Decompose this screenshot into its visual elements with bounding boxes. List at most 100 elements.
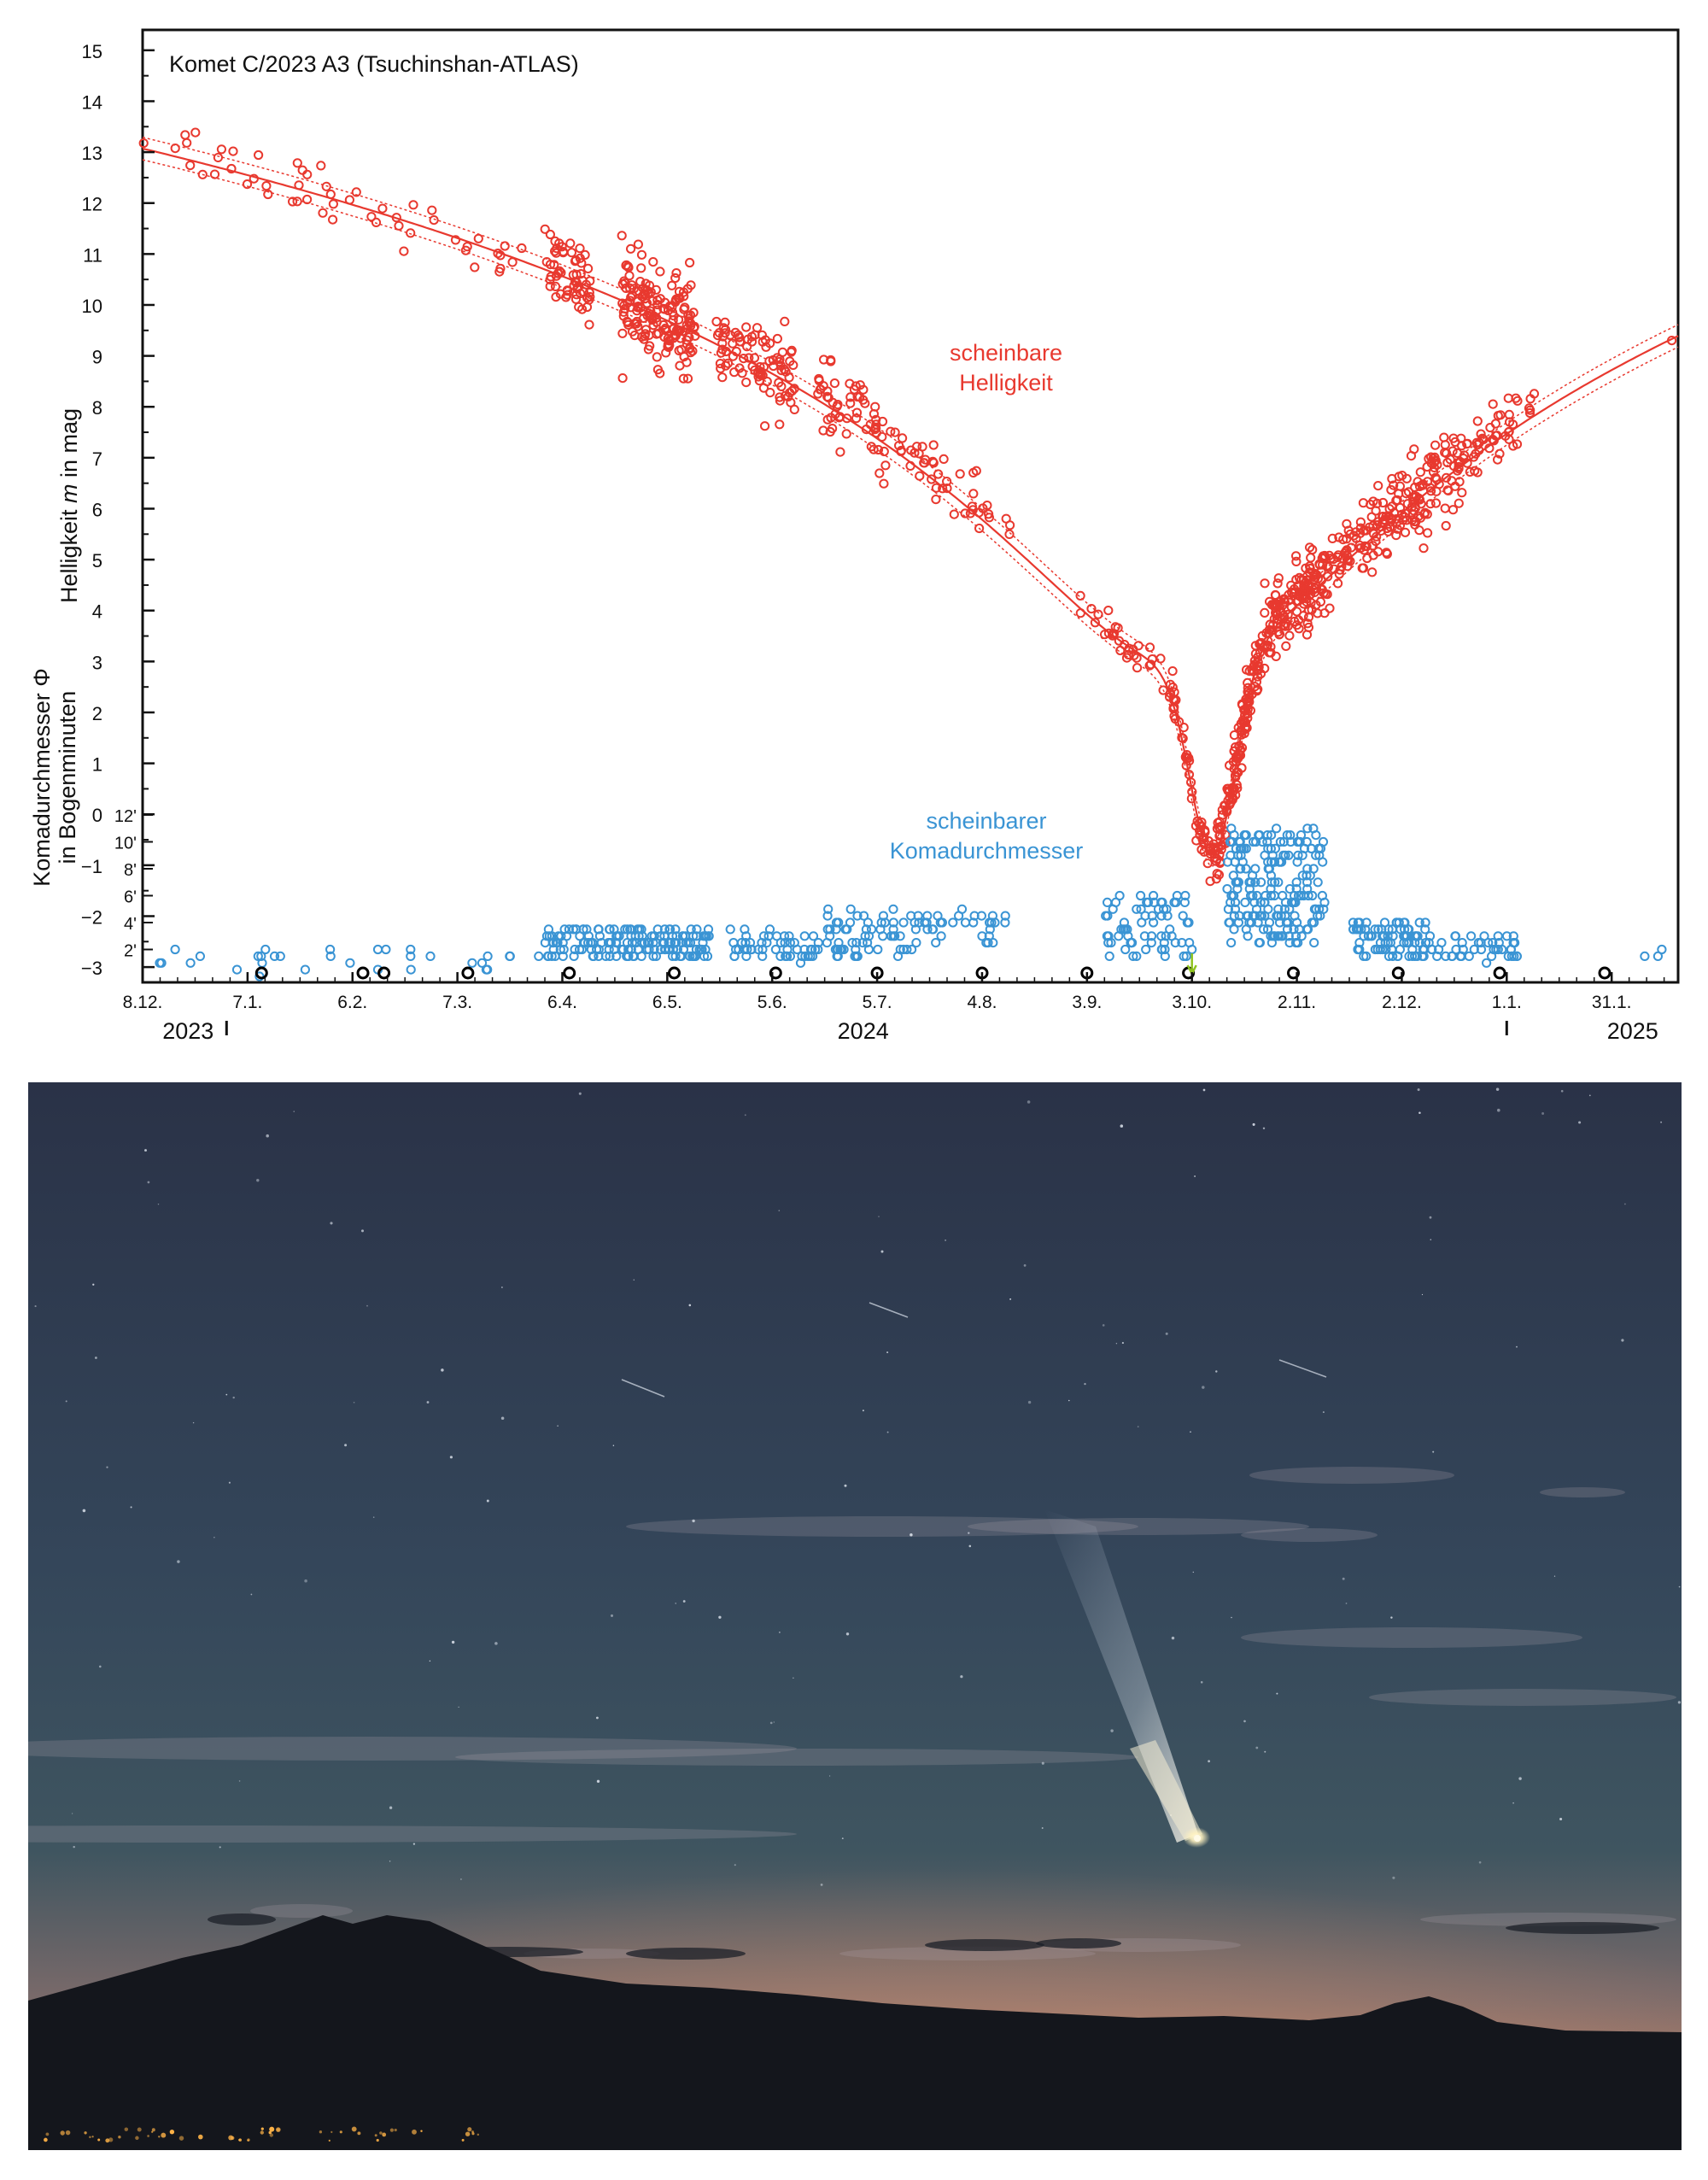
city-light — [260, 2127, 264, 2130]
magnitude-point — [931, 495, 941, 505]
coma-point — [1254, 830, 1264, 841]
coma-point — [831, 917, 842, 928]
star — [1202, 1386, 1205, 1389]
city-light — [135, 2136, 139, 2141]
coma-point — [1509, 951, 1519, 962]
coma-point — [345, 958, 355, 968]
star — [82, 1509, 86, 1513]
coma-point — [858, 911, 869, 921]
magnitude-point — [585, 276, 595, 286]
coma-point — [757, 944, 768, 955]
coma-point — [670, 924, 681, 935]
magnitude-point — [1294, 615, 1304, 625]
coma-point — [1170, 938, 1180, 948]
star — [266, 1134, 269, 1138]
coma-point — [691, 931, 702, 941]
magnitude-point — [623, 261, 634, 272]
coma-point — [878, 911, 889, 921]
star — [94, 1357, 97, 1359]
magnitude-tick-label: 13 — [82, 143, 102, 164]
coma-tick-label: 4' — [124, 915, 137, 934]
coma-point — [851, 938, 862, 948]
magnitude-point — [493, 249, 503, 259]
coma-point — [699, 951, 710, 962]
new-moon-marker — [377, 966, 391, 980]
coma-point — [746, 944, 757, 955]
coma-point — [677, 931, 688, 941]
magnitude-point — [1291, 556, 1301, 567]
city-light — [269, 2126, 275, 2132]
star — [1102, 1324, 1105, 1327]
magnitude-point — [681, 335, 692, 345]
star — [596, 1716, 599, 1720]
coma-point — [1303, 890, 1313, 901]
magnitude-point — [1279, 594, 1290, 604]
coma-point — [910, 917, 920, 928]
coma-point — [969, 911, 980, 921]
magnitude-point — [1182, 750, 1192, 760]
new-moon-marker — [254, 966, 268, 980]
magnitude-point — [914, 448, 924, 459]
star — [304, 1579, 307, 1583]
magnitude-point — [1320, 552, 1331, 562]
magnitude-point — [1391, 514, 1401, 524]
coma-point — [1399, 917, 1409, 928]
coma-tick-label: 8' — [124, 861, 137, 880]
magnitude-point — [715, 359, 726, 369]
coma-point — [625, 924, 635, 935]
magnitude-point — [617, 231, 627, 241]
magnitude-point — [890, 427, 900, 437]
coma-point — [823, 904, 834, 914]
magnitude-point — [653, 328, 664, 338]
new-moon-marker — [461, 966, 475, 980]
chart-title: Komet C/2023 A3 (Tsuchinshan-ATLAS) — [169, 51, 579, 77]
coma-point — [1264, 864, 1275, 874]
city-light — [84, 2131, 87, 2135]
star — [1624, 1203, 1626, 1205]
star — [228, 1481, 231, 1484]
magnitude-point — [1312, 570, 1322, 580]
magnitude-point — [394, 220, 404, 231]
coma-point — [1273, 904, 1284, 914]
city-light — [60, 2130, 65, 2136]
coma-point — [1143, 897, 1154, 908]
coma-point — [1101, 911, 1111, 921]
magnitude-tick-label: 3 — [92, 652, 102, 673]
star — [1518, 1777, 1522, 1780]
magnitude-point — [851, 407, 863, 418]
coma-point — [1361, 951, 1372, 962]
coma-point — [1318, 836, 1329, 847]
magnitude-point — [1373, 547, 1383, 557]
coma-point — [1420, 917, 1430, 928]
magnitude-point — [1202, 859, 1213, 869]
magnitude-point — [576, 258, 587, 268]
coma-point — [1508, 931, 1518, 941]
star — [945, 1239, 947, 1241]
coma-point — [1224, 917, 1234, 928]
magnitude-point — [942, 483, 952, 494]
coma-point — [1136, 890, 1146, 901]
magnitude-point — [1342, 545, 1352, 555]
magnitude-point — [1366, 512, 1377, 522]
star — [494, 1642, 498, 1645]
city-light — [89, 2136, 91, 2138]
magnitude-point — [1306, 553, 1316, 563]
magnitude-point — [760, 421, 770, 431]
magnitude-point — [318, 208, 328, 218]
coma-point — [559, 944, 569, 955]
magnitude-point — [717, 338, 728, 349]
magnitude-point — [968, 489, 979, 499]
coma-point — [1284, 884, 1296, 894]
coma-point — [845, 904, 856, 914]
city-light — [465, 2131, 471, 2136]
magnitude-tick-label: 1 — [92, 754, 102, 776]
coma-point — [1424, 931, 1436, 941]
star — [1023, 1264, 1027, 1267]
star — [1243, 1720, 1246, 1723]
star — [610, 1614, 614, 1617]
magnitude-point — [643, 344, 654, 355]
star — [1208, 1760, 1210, 1763]
star — [1495, 1087, 1500, 1092]
coma-point — [406, 944, 416, 955]
magnitude-point — [1511, 393, 1521, 403]
